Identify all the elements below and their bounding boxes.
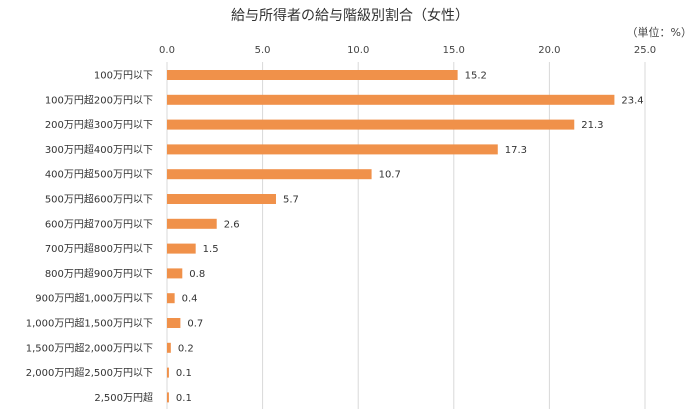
category-label: 2,000万円超2,500万円以下	[26, 366, 153, 379]
category-label: 1,000万円超1,500万円以下	[26, 317, 153, 330]
x-tick-label: 0.0	[159, 45, 175, 56]
bar	[167, 169, 372, 180]
bar	[167, 119, 575, 130]
grid-lines	[166, 62, 646, 409]
category-label: 1,500万円超2,000万円以下	[26, 341, 153, 354]
bar	[167, 318, 181, 328]
data-labels: 15.2 23.4 21.3 17.3 10.7 5.7 2.6 1.5 0.8 0.4 0.7 0.…	[176, 71, 644, 404]
bar	[167, 144, 498, 155]
data-label: 17.3	[505, 145, 527, 156]
data-label: 0.4	[182, 294, 198, 305]
category-label: 700万円超800万円以下	[45, 242, 153, 255]
category-label: 100万円超200万円以下	[45, 93, 153, 106]
category-labels: 100万円以下 100万円超200万円以下 200万円超300万円以下 300万円超4…	[26, 71, 153, 404]
x-tick-label: 5.0	[255, 45, 271, 56]
bar	[167, 70, 458, 80]
category-label: 500万円超600万円以下	[45, 193, 153, 206]
x-axis-ticks: 0.0 5.0 10.0 15.0 20.0 25.0	[159, 45, 656, 56]
bar	[167, 293, 175, 304]
data-label: 21.3	[581, 120, 603, 131]
bar	[167, 218, 217, 229]
bar	[167, 367, 169, 378]
data-label: 2.6	[224, 219, 240, 230]
data-label: 5.7	[283, 195, 299, 206]
category-label: 800万円超900万円以下	[45, 267, 153, 280]
data-label: 10.7	[379, 170, 401, 181]
category-label: 600万円超700万円以下	[45, 217, 153, 230]
category-label: 400万円超500万円以下	[45, 168, 153, 181]
bar	[167, 194, 276, 204]
x-tick-label: 20.0	[538, 45, 560, 56]
bar	[167, 243, 196, 254]
bar	[167, 342, 171, 353]
x-tick-label: 15.0	[443, 45, 465, 56]
bar	[167, 268, 183, 279]
bars	[167, 70, 615, 403]
category-label: 100万円以下	[94, 71, 153, 82]
category-label: 300万円超400万円以下	[45, 143, 153, 156]
data-label: 0.1	[176, 393, 192, 404]
data-label: 1.5	[203, 244, 219, 255]
category-label: 900万円超1,000万円以下	[35, 292, 153, 305]
data-label: 0.8	[189, 269, 205, 280]
data-label: 0.1	[176, 368, 192, 379]
x-tick-label: 25.0	[634, 45, 656, 56]
data-label: 15.2	[465, 71, 487, 82]
data-label: 0.7	[187, 319, 203, 330]
chart-title: 給与所得者の給与階級別割合（女性）	[231, 7, 469, 24]
data-label: 23.4	[621, 95, 643, 106]
category-label: 200万円超300万円以下	[45, 118, 153, 131]
x-tick-label: 10.0	[347, 45, 369, 56]
bar	[167, 94, 615, 105]
unit-label: （単位：%）	[627, 25, 692, 39]
bar	[167, 392, 169, 403]
category-label: 2,500万円超	[94, 391, 153, 404]
data-label: 0.2	[178, 343, 194, 354]
